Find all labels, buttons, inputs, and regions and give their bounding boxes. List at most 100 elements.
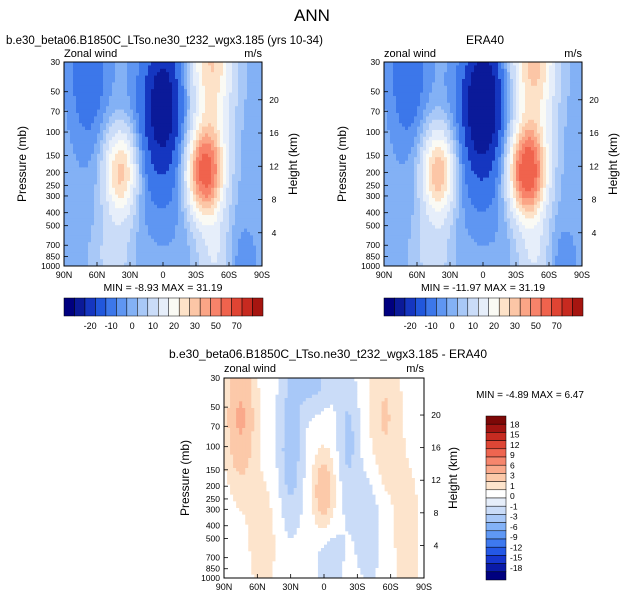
field-cell — [414, 75, 418, 80]
field-cell — [244, 252, 248, 257]
field-cell — [181, 177, 185, 182]
field-cell — [100, 235, 104, 240]
field-cell — [169, 252, 173, 257]
field-cell — [390, 72, 394, 76]
field-cell — [250, 249, 254, 253]
field-cell — [519, 62, 523, 66]
field-cell — [178, 245, 182, 250]
field-cell — [205, 249, 209, 253]
field-cell — [121, 119, 125, 124]
field-cell — [157, 136, 161, 141]
field-cell — [82, 164, 86, 168]
field-cell — [154, 119, 158, 124]
y-tick-label: 250 — [46, 180, 60, 190]
field-cell — [510, 106, 514, 110]
field-cell — [250, 174, 254, 178]
field-cell — [220, 113, 224, 117]
field-cell — [474, 85, 478, 90]
field-cell — [94, 167, 98, 172]
field-cell — [483, 72, 487, 76]
field-cell — [139, 211, 143, 216]
field-cell — [151, 113, 155, 117]
field-cell — [67, 164, 71, 168]
field-cell — [118, 157, 122, 161]
field-cell — [100, 208, 104, 212]
field-cell — [76, 92, 80, 97]
field-cell — [486, 96, 490, 100]
field-cell — [507, 89, 511, 93]
field-cell — [97, 147, 101, 151]
y-tick-label: 500 — [46, 221, 60, 231]
field-cell — [154, 187, 158, 192]
field-cell — [537, 92, 541, 97]
field-cell — [160, 259, 164, 263]
field-cell — [238, 109, 242, 114]
field-cell — [79, 174, 83, 178]
field-cell — [516, 106, 520, 110]
field-cell — [420, 89, 424, 93]
field-cell — [474, 96, 478, 100]
field-cell — [501, 96, 505, 100]
field-cell — [112, 89, 116, 93]
field-cell — [175, 160, 179, 165]
field-cell — [142, 201, 146, 206]
field-cell — [220, 221, 224, 226]
field-cell — [85, 85, 89, 90]
field-cell — [184, 255, 188, 260]
field-cell — [151, 143, 155, 148]
field-cell — [411, 109, 415, 114]
field-cell — [103, 150, 107, 155]
field-cell — [121, 75, 125, 80]
x-tick-label: 0 — [160, 270, 165, 280]
field-cell — [513, 102, 517, 107]
field-cell — [220, 215, 224, 219]
field-cell — [127, 72, 131, 76]
field-cell — [64, 99, 68, 104]
field-cell — [390, 106, 394, 110]
field-cell — [82, 232, 86, 236]
field-cell — [85, 249, 89, 253]
field-cell — [94, 160, 98, 165]
field-cell — [154, 153, 158, 158]
field-cell — [124, 232, 128, 236]
field-cell — [109, 140, 113, 144]
field-cell — [181, 187, 185, 192]
field-cell — [193, 130, 197, 134]
field-cell — [214, 174, 218, 178]
field-cell — [193, 198, 197, 202]
field-cell — [76, 181, 80, 185]
field-cell — [417, 75, 421, 80]
panel-era40-units: m/s — [564, 48, 582, 60]
field-cell — [154, 174, 158, 178]
field-cell — [97, 184, 101, 189]
field-cell — [187, 232, 191, 236]
field-cell — [142, 123, 146, 127]
field-cell — [432, 96, 436, 100]
field-cell — [94, 242, 98, 246]
panel-model-left-label: Zonal wind — [64, 48, 117, 60]
field-cell — [495, 92, 499, 97]
field-cell — [208, 157, 212, 161]
field-cell — [157, 62, 161, 66]
field-cell — [118, 126, 122, 131]
field-cell — [169, 218, 173, 223]
field-cell — [106, 140, 110, 144]
field-cell — [82, 187, 86, 192]
field-cell — [148, 204, 152, 209]
field-cell — [196, 211, 200, 216]
field-cell — [256, 133, 260, 138]
field-cell — [534, 92, 538, 97]
field-cell — [217, 89, 221, 93]
field-cell — [112, 225, 116, 229]
field-cell — [570, 99, 574, 104]
field-cell — [238, 259, 242, 263]
field-cell — [235, 106, 239, 110]
field-cell — [82, 228, 86, 233]
field-cell — [259, 201, 263, 206]
field-cell — [64, 245, 68, 250]
field-cell — [402, 102, 406, 107]
field-cell — [223, 204, 227, 209]
field-cell — [70, 96, 74, 100]
field-cell — [184, 187, 188, 192]
field-cell — [112, 68, 116, 73]
